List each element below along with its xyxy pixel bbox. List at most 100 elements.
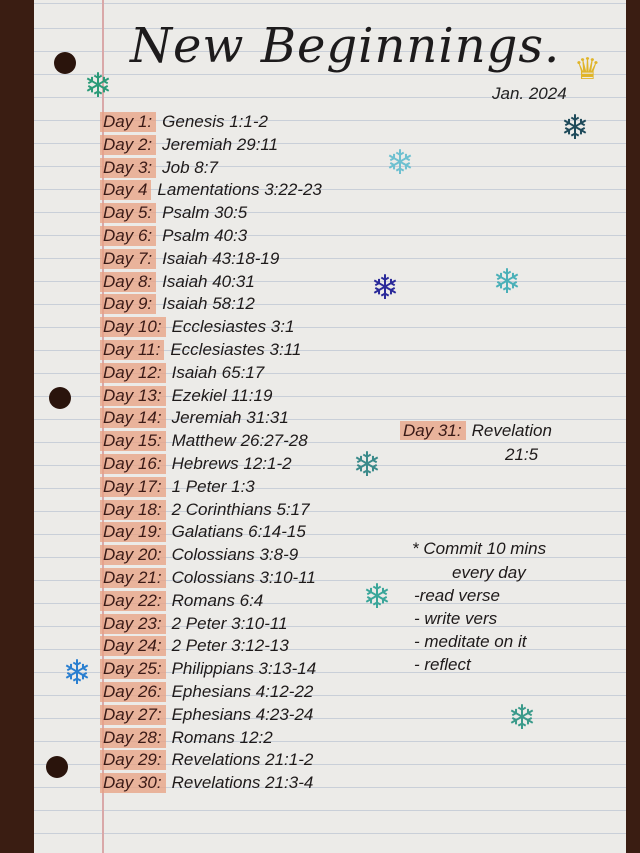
verse: Revelation — [471, 421, 552, 440]
date-label: Jan. 2024 — [492, 84, 567, 103]
day-label: Day 5: — [100, 203, 157, 224]
day-label: Day 9: — [100, 294, 157, 315]
verse: Isaiah 40:31 — [162, 271, 255, 291]
reading-row: Day 2: Jeremiah 29:11 — [100, 134, 278, 156]
day-label: Day 12: — [100, 362, 166, 383]
notes-heading: * Commit 10 mins — [412, 539, 547, 558]
reading-row: Day 28: Romans 12:2 — [100, 727, 273, 749]
note-item: -read verse — [414, 586, 500, 605]
reading-row: Day 15: Matthew 26:27-28 — [100, 430, 308, 452]
reading-row: Day 20: Colossians 3:8-9 — [100, 544, 298, 566]
day-label: Day 6: — [100, 226, 157, 246]
reading-row: Day 27: Ephesians 4:23-24 — [100, 704, 313, 726]
verse: Ephesians 4:12-22 — [171, 682, 314, 701]
day-label: Day 25: — [100, 659, 166, 680]
notes-heading-cont: every day — [452, 563, 526, 582]
note-item: - reflect — [414, 655, 471, 674]
reading-row: Day 10: Ecclesiastes 3:1 — [100, 316, 294, 338]
verse: Lamentations 3:22-23 — [157, 180, 322, 200]
reading-row: Day 4 Lamentations 3:22-23 — [100, 179, 322, 201]
punch-hole — [54, 52, 76, 74]
verse: Colossians 3:8-9 — [171, 545, 299, 565]
verse: Ezekiel 11:19 — [171, 385, 273, 405]
day-label: Day 31: — [400, 421, 466, 440]
reading-row: Day 3: Job 8:7 — [100, 157, 218, 179]
day-label: Day 10: — [100, 317, 166, 338]
day-label: Day 19: — [100, 522, 166, 543]
day-label: Day 23: — [100, 613, 166, 634]
day-label: Day 26: — [100, 682, 166, 702]
day-label: Day 15: — [100, 431, 166, 452]
verse: Colossians 3:10-11 — [171, 568, 316, 587]
reading-row: Day 25: Philippians 3:13-14 — [100, 658, 316, 680]
reading-row: Day 7: Isaiah 43:18-19 — [100, 248, 279, 270]
verse: Matthew 26:27-28 — [171, 431, 308, 451]
day-label: Day 7: — [100, 248, 157, 269]
reading-row: Day 16: Hebrews 12:1-2 — [100, 453, 292, 475]
day31-entry: Day 31: Revelation — [400, 421, 552, 441]
day-label: Day 28: — [100, 727, 166, 748]
reading-row: Day 6: Psalm 40:3 — [100, 225, 247, 247]
day-label: Day 22: — [100, 590, 166, 611]
verse: Hebrews 12:1-2 — [171, 454, 292, 473]
verse: Ecclesiastes 3:1 — [171, 317, 295, 337]
verse: Genesis 1:1-2 — [162, 112, 268, 131]
reading-row: Day 14: Jeremiah 31:31 — [100, 407, 289, 429]
day31-verse-ref: 21:5 — [505, 445, 539, 464]
reading-row: Day 9: Isaiah 58:12 — [100, 293, 255, 315]
day-label: Day 30: — [100, 773, 166, 794]
snowflake-icon: ❄ — [507, 699, 537, 737]
verse: Isaiah 43:18-19 — [162, 248, 280, 268]
verse: Ephesians 4:23-24 — [171, 704, 314, 724]
verse: Galatians 6:14-15 — [171, 522, 306, 542]
day-label: Day 1: — [100, 112, 157, 132]
verse: Psalm 40:3 — [162, 226, 248, 245]
snowflake-icon: ❄ — [352, 446, 382, 484]
day-label: Day 24: — [100, 636, 166, 657]
reading-row: Day 12: Isaiah 65:17 — [100, 362, 264, 384]
reading-row: Day 11: Ecclesiastes 3:11 — [100, 339, 301, 361]
verse: Philippians 3:13-14 — [171, 659, 317, 679]
verse: Job 8:7 — [162, 157, 218, 177]
verse: Psalm 30:5 — [162, 203, 248, 223]
day-label: Day 21: — [100, 568, 166, 588]
day-label: Day 14: — [100, 408, 166, 429]
verse: 1 Peter 1:3 — [171, 476, 255, 496]
verse: Romans 12:2 — [171, 727, 273, 747]
day-label: Day 4 — [100, 180, 152, 201]
day-label: Day 18: — [100, 499, 166, 520]
day-label: Day 11: — [100, 340, 165, 360]
reading-row: Day 8: Isaiah 40:31 — [100, 271, 255, 293]
snowflake-icon: ❄ — [83, 67, 113, 105]
day-label: Day 20: — [100, 545, 166, 566]
reading-row: Day 5: Psalm 30:5 — [100, 202, 247, 224]
reading-row: Day 19: Galatians 6:14-15 — [100, 521, 306, 543]
snowflake-icon: ❄ — [385, 144, 415, 182]
note-item: - meditate on it — [414, 632, 527, 651]
day-label: Day 2: — [100, 134, 157, 155]
reading-row: Day 17: 1 Peter 1:3 — [100, 476, 255, 498]
punch-hole — [49, 387, 71, 409]
page-title: New Beginnings. — [130, 18, 561, 74]
day-label: Day 27: — [100, 704, 166, 725]
day-label: Day 29: — [100, 750, 166, 771]
note-item: - write vers — [414, 609, 498, 628]
verse: 2 Peter 3:12-13 — [171, 636, 289, 656]
verse: Jeremiah 29:11 — [162, 134, 279, 154]
verse: Jeremiah 31:31 — [171, 408, 289, 428]
reading-row: Day 26: Ephesians 4:12-22 — [100, 681, 313, 703]
snowflake-icon: ❄ — [560, 109, 590, 147]
day-label: Day 3: — [100, 157, 157, 178]
verse: Isaiah 65:17 — [171, 362, 265, 382]
verse: Revelations 21:1-2 — [171, 750, 314, 770]
verse: 2 Peter 3:10-11 — [171, 613, 288, 633]
verse: Ecclesiastes 3:11 — [170, 340, 302, 359]
snowflake-icon: ❄ — [362, 578, 392, 616]
reading-row: Day 1: Genesis 1:1-2 — [100, 111, 268, 133]
snowflake-icon: ❄ — [370, 269, 400, 307]
reading-row: Day 18: 2 Corinthians 5:17 — [100, 499, 310, 521]
snowflake-icon: ❄ — [492, 263, 522, 301]
verse: Romans 6:4 — [171, 590, 264, 610]
verse: 2 Corinthians 5:17 — [171, 499, 310, 519]
day-label: Day 16: — [100, 454, 166, 474]
